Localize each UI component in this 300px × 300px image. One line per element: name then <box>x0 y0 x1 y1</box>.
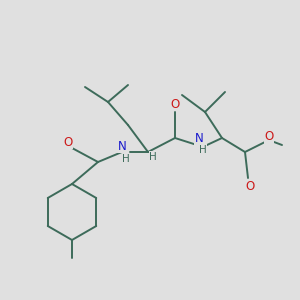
Text: O: O <box>264 130 274 143</box>
Text: H: H <box>149 152 157 162</box>
Text: O: O <box>245 179 255 193</box>
Text: N: N <box>195 133 203 146</box>
Text: O: O <box>170 98 180 110</box>
Text: N: N <box>118 140 126 152</box>
Text: H: H <box>122 154 130 164</box>
Text: O: O <box>63 136 73 148</box>
Text: H: H <box>199 145 207 155</box>
